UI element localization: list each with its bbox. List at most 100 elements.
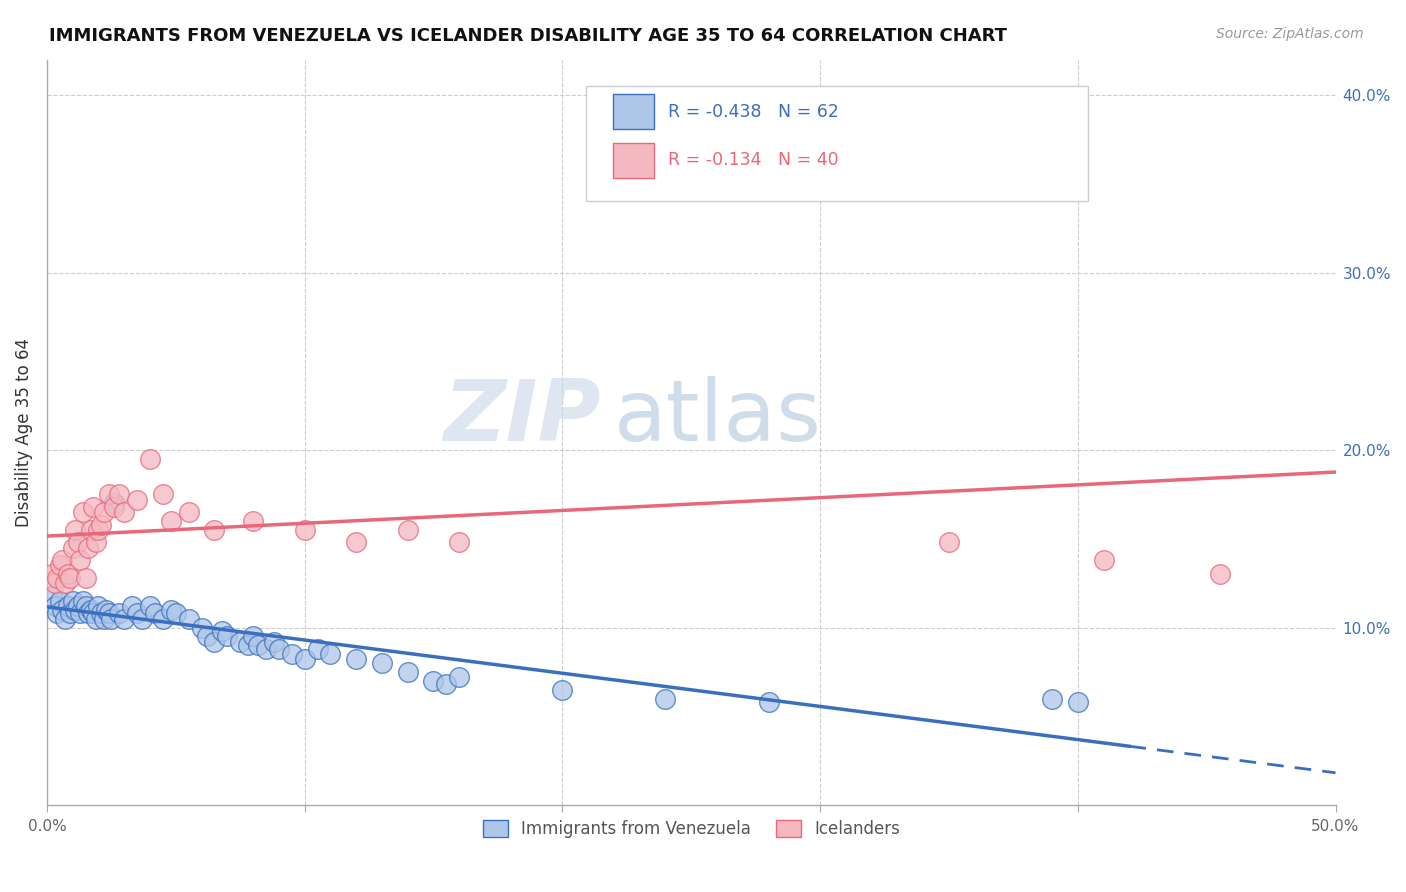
- Point: [319, 647, 342, 661]
- Point: [177, 612, 200, 626]
- Point: [69, 607, 91, 621]
- Point: [84, 535, 107, 549]
- Point: [112, 505, 135, 519]
- Point: [211, 624, 233, 638]
- Point: [108, 607, 131, 621]
- Point: [1208, 567, 1230, 582]
- Point: [127, 492, 149, 507]
- Point: [46, 571, 69, 585]
- Point: [294, 523, 316, 537]
- Point: [165, 607, 187, 621]
- Text: ZIP: ZIP: [443, 376, 600, 458]
- Point: [190, 621, 212, 635]
- FancyBboxPatch shape: [585, 86, 1088, 202]
- Point: [66, 535, 89, 549]
- Point: [87, 599, 110, 614]
- Point: [143, 607, 166, 621]
- Point: [422, 673, 444, 688]
- Point: [242, 629, 264, 643]
- Point: [103, 500, 125, 514]
- Point: [551, 682, 574, 697]
- Point: [654, 691, 676, 706]
- Point: [49, 558, 72, 573]
- FancyBboxPatch shape: [613, 95, 654, 129]
- Point: [72, 594, 94, 608]
- Point: [82, 607, 104, 621]
- Point: [159, 514, 181, 528]
- Point: [280, 647, 302, 661]
- Point: [434, 677, 457, 691]
- Point: [204, 634, 226, 648]
- Point: [121, 599, 143, 614]
- Point: [139, 599, 162, 614]
- Point: [69, 553, 91, 567]
- Point: [53, 576, 76, 591]
- Point: [80, 603, 103, 617]
- Point: [93, 612, 115, 626]
- Point: [177, 505, 200, 519]
- Point: [65, 523, 87, 537]
- Point: [152, 612, 174, 626]
- Point: [96, 603, 118, 617]
- Point: [103, 496, 125, 510]
- Point: [59, 607, 82, 621]
- Legend: Immigrants from Venezuela, Icelanders: Immigrants from Venezuela, Icelanders: [475, 814, 907, 845]
- Point: [90, 517, 112, 532]
- Point: [247, 638, 270, 652]
- Point: [82, 500, 104, 514]
- Text: R = -0.438   N = 62: R = -0.438 N = 62: [668, 103, 839, 120]
- Point: [75, 599, 97, 614]
- Point: [56, 567, 79, 582]
- Point: [236, 638, 259, 652]
- Point: [56, 599, 79, 614]
- Point: [195, 629, 218, 643]
- Point: [938, 535, 960, 549]
- Point: [152, 487, 174, 501]
- Point: [112, 612, 135, 626]
- Point: [267, 641, 290, 656]
- Point: [66, 599, 89, 614]
- Text: IMMIGRANTS FROM VENEZUELA VS ICELANDER DISABILITY AGE 35 TO 64 CORRELATION CHART: IMMIGRANTS FROM VENEZUELA VS ICELANDER D…: [49, 27, 1007, 45]
- Point: [72, 505, 94, 519]
- Point: [49, 594, 72, 608]
- Point: [396, 665, 419, 679]
- Point: [449, 535, 471, 549]
- Point: [758, 695, 780, 709]
- Point: [254, 641, 277, 656]
- Point: [44, 599, 66, 614]
- Point: [62, 594, 84, 608]
- Point: [100, 612, 122, 626]
- Point: [758, 159, 780, 173]
- Point: [46, 607, 69, 621]
- Point: [204, 523, 226, 537]
- Point: [65, 603, 87, 617]
- Point: [242, 514, 264, 528]
- Point: [159, 603, 181, 617]
- Point: [371, 656, 394, 670]
- Point: [90, 607, 112, 621]
- Point: [80, 523, 103, 537]
- Point: [139, 451, 162, 466]
- Point: [1092, 553, 1115, 567]
- Point: [41, 567, 63, 582]
- Text: R = -0.134   N = 40: R = -0.134 N = 40: [668, 152, 838, 169]
- Point: [307, 641, 329, 656]
- Point: [229, 634, 252, 648]
- Point: [44, 576, 66, 591]
- Point: [87, 523, 110, 537]
- Point: [1040, 691, 1063, 706]
- Point: [294, 652, 316, 666]
- Point: [62, 541, 84, 555]
- Point: [1067, 695, 1090, 709]
- Point: [449, 670, 471, 684]
- Point: [344, 535, 367, 549]
- Point: [396, 523, 419, 537]
- Point: [84, 612, 107, 626]
- Point: [97, 487, 120, 501]
- Point: [77, 607, 100, 621]
- Point: [51, 603, 73, 617]
- Point: [344, 652, 367, 666]
- Text: Source: ZipAtlas.com: Source: ZipAtlas.com: [1216, 27, 1364, 41]
- FancyBboxPatch shape: [613, 143, 654, 178]
- Point: [97, 607, 120, 621]
